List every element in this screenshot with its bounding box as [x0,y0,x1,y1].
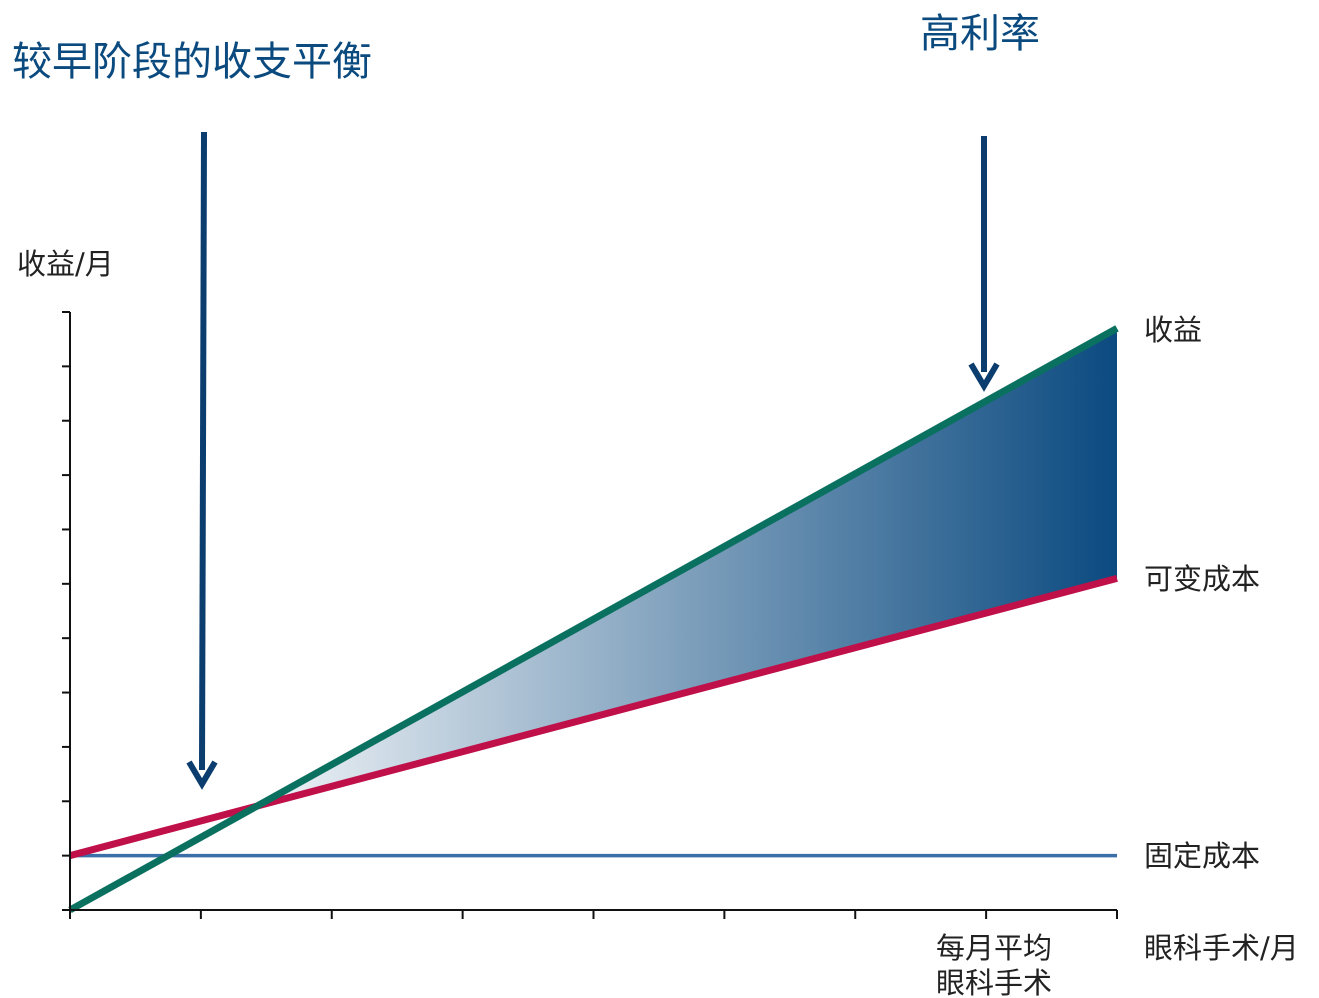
y-axis-label: 收益/月 [17,247,114,281]
breakeven-title: 较早阶段的收支平衡 [12,39,372,85]
series-layer [68,325,1119,914]
high-profit-title: 高利率 [920,11,1040,57]
axes-layer [62,311,1118,919]
x-axis-label: 眼科手术/月 [1144,931,1299,965]
breakeven-arrow [186,131,218,790]
fixed-cost-label: 固定成本 [1144,839,1260,873]
x-marker-label-line1: 每月平均 [936,931,1052,965]
x-marker-label-line2: 眼科手术 [936,966,1052,998]
revenue-line [68,325,1119,914]
high-profit-arrow [968,136,1000,392]
revenue-label: 收益 [1144,313,1202,347]
variable-cost-label: 可变成本 [1144,562,1260,596]
